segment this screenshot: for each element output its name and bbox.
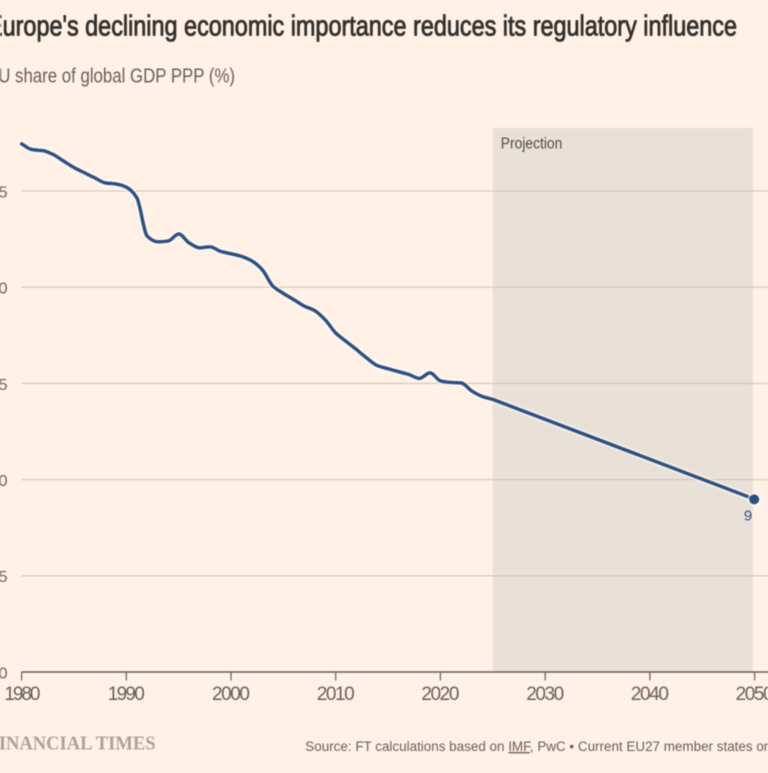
svg-text:25: 25 xyxy=(0,184,8,201)
svg-text:2040: 2040 xyxy=(631,684,669,705)
svg-text:5: 5 xyxy=(0,569,8,586)
svg-text:2000: 2000 xyxy=(212,684,250,705)
svg-text:15: 15 xyxy=(0,377,8,394)
svg-text:2020: 2020 xyxy=(421,684,459,705)
svg-text:Projection: Projection xyxy=(501,135,563,152)
svg-text:1990: 1990 xyxy=(108,684,145,705)
svg-text:FINANCIAL TIMES: FINANCIAL TIMES xyxy=(0,733,156,755)
svg-text:10: 10 xyxy=(0,473,8,490)
svg-text:1980: 1980 xyxy=(4,684,40,705)
svg-text:0: 0 xyxy=(0,666,8,683)
svg-text:Europe's declining economic im: Europe's declining economic importance r… xyxy=(0,10,737,42)
svg-text:2010: 2010 xyxy=(317,684,355,705)
svg-text:EU share of global GDP PPP (%): EU share of global GDP PPP (%) xyxy=(0,65,235,88)
svg-text:9: 9 xyxy=(744,508,752,525)
svg-text:Source: FT calculations based: Source: FT calculations based on IMF, Pw… xyxy=(305,739,768,754)
svg-text:2030: 2030 xyxy=(526,684,564,705)
svg-text:2050: 2050 xyxy=(736,684,768,705)
svg-text:20: 20 xyxy=(0,281,8,298)
